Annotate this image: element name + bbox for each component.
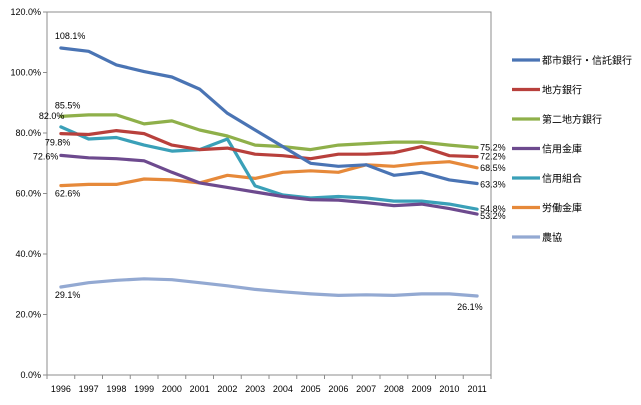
x-tick-label: 2003 xyxy=(245,384,265,394)
series-line xyxy=(59,113,479,152)
data-label: 53.2% xyxy=(480,211,506,221)
x-tick-label: 1998 xyxy=(106,384,126,394)
x-tick-label: 2008 xyxy=(384,384,404,394)
data-label: 72.6% xyxy=(33,151,59,161)
x-tick-label: 1997 xyxy=(79,384,99,394)
y-tick-label: 100.0% xyxy=(10,68,41,78)
legend-label: 都市銀行・信託銀行 xyxy=(542,54,632,67)
data-label: 108.1% xyxy=(55,31,86,41)
data-label: 79.8% xyxy=(45,138,71,148)
data-label: 72.2% xyxy=(480,152,506,162)
series-line xyxy=(59,46,479,186)
y-tick-label: 0.0% xyxy=(20,370,41,380)
series-line xyxy=(59,153,479,216)
x-tick-label: 2005 xyxy=(301,384,321,394)
y-tick-label: 60.0% xyxy=(15,189,41,199)
data-label: 75.2% xyxy=(480,143,506,153)
axes: 0.0% 20.0% 40.0% 60.0% 80.0% 100.0% 120.0% 1996… xyxy=(10,7,492,394)
data-label: 62.6% xyxy=(55,189,81,199)
x-tick-label: 2009 xyxy=(412,384,432,394)
y-tick-label: 120.0% xyxy=(10,7,41,17)
data-label: 85.5% xyxy=(55,100,81,110)
data-label: 68.5% xyxy=(480,163,506,173)
legend-label: 信用組合 xyxy=(542,172,582,185)
x-tick-label: 2000 xyxy=(162,384,182,394)
series-line xyxy=(59,277,479,298)
x-tick-label: 1996 xyxy=(51,384,71,394)
series-line xyxy=(59,125,479,211)
x-tick-label: 2011 xyxy=(467,384,486,394)
x-tick-label: 2001 xyxy=(190,384,210,394)
y-tick-label: 40.0% xyxy=(15,249,41,259)
data-label: 82.0% xyxy=(39,111,65,121)
data-label: 26.1% xyxy=(457,302,483,312)
legend-label: 地方銀行 xyxy=(542,84,582,97)
x-tick-label: 2006 xyxy=(328,384,348,394)
x-tick-label: 1999 xyxy=(134,384,154,394)
series-line xyxy=(59,160,479,188)
legend-label: 労働金庫 xyxy=(542,202,582,215)
data-labels: 108.1% 85.5%82.0% 79.8% 72.6% 62.6% 29.1% 75.2… xyxy=(33,31,506,312)
x-tick-label: 2007 xyxy=(356,384,376,394)
x-tick-label: 2010 xyxy=(439,384,459,394)
x-tick-label: 2004 xyxy=(273,384,293,394)
data-label: 29.1% xyxy=(55,290,81,300)
x-tick-label: 2002 xyxy=(217,384,237,394)
series-lines xyxy=(59,46,479,298)
series-line xyxy=(59,129,479,161)
y-tick-label: 80.0% xyxy=(15,128,41,138)
data-label: 63.3% xyxy=(480,180,506,190)
legend-label: 農協 xyxy=(542,231,562,244)
legend-label: 第二地方銀行 xyxy=(542,113,602,126)
y-tick-label: 20.0% xyxy=(15,310,41,320)
data-label: 54.8% xyxy=(480,204,506,214)
legend-label: 信用金庫 xyxy=(542,143,582,156)
